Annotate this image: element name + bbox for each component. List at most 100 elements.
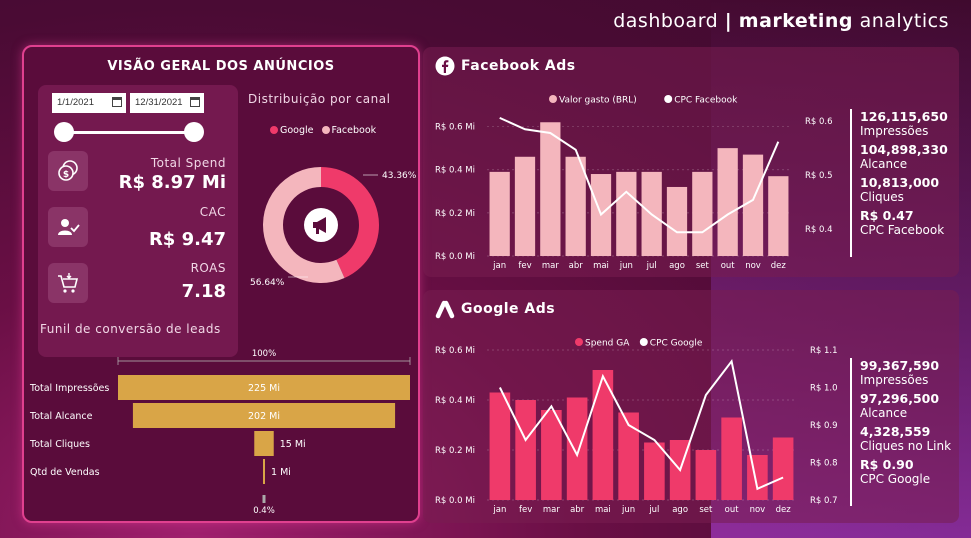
y-tick-label-right: R$ 0.9 <box>810 421 838 431</box>
facebook-title: Facebook Ads <box>461 58 576 74</box>
bar[interactable] <box>717 148 738 256</box>
stat-cpc-label: CPC Google <box>860 472 931 486</box>
stat-reach-label: Alcance <box>860 157 908 171</box>
megaphone-icon <box>304 208 338 242</box>
y-tick-label-right: R$ 0.4 <box>805 225 833 235</box>
calendar-icon[interactable] <box>190 97 200 107</box>
google-chart: Spend GA CPC Google R$ 0.0 Mi R$ 0.2 Mi R$ 0… <box>435 338 838 515</box>
kpi-value-roas: 7.18 <box>181 281 226 302</box>
donut-slice-facebook[interactable] <box>262 167 345 283</box>
stat-impressions-label: Impressões <box>860 373 929 387</box>
facebook-chart: Valor gasto (BRL) CPC Facebook R$ 0.0 Mi R$… <box>435 95 833 271</box>
donut-slice-google[interactable] <box>321 167 379 279</box>
legend-label: Valor gasto (BRL) <box>559 96 637 106</box>
funnel-bar[interactable] <box>254 431 274 456</box>
donut-title: Distribuição por canal <box>248 92 391 106</box>
stat-clicks-label: Cliques no Link <box>860 439 952 453</box>
stat-reach-value: 104,898,330 <box>860 142 948 157</box>
funnel-top-pct: 100% <box>252 349 276 359</box>
bar[interactable] <box>768 176 789 256</box>
bar[interactable] <box>644 442 665 501</box>
bar[interactable] <box>541 410 562 500</box>
funnel-bar[interactable] <box>132 403 396 428</box>
y-tick-label-left: R$ 0.0 Mi <box>435 252 475 262</box>
bar[interactable] <box>565 156 586 256</box>
date-start-input[interactable]: 1/1/2021 <box>52 93 126 113</box>
overview-title: VISÃO GERAL DOS ANÚNCIOS <box>107 59 335 74</box>
page-title: dashboard | marketing analytics <box>613 10 949 32</box>
bar[interactable] <box>592 370 614 500</box>
date-range-slider[interactable] <box>63 131 191 134</box>
funnel-bar[interactable] <box>118 375 410 400</box>
user-check-icon <box>48 207 88 247</box>
x-tick-label: set <box>696 261 710 271</box>
bar[interactable] <box>747 455 768 500</box>
kpi-label-cac: CAC <box>199 205 226 219</box>
facebook-icon <box>435 56 455 76</box>
bar[interactable] <box>666 186 688 256</box>
bar[interactable] <box>692 171 713 256</box>
title-prefix: dashboard <box>613 10 719 32</box>
svg-text:$: $ <box>63 170 69 180</box>
x-tick-label: jan <box>492 505 506 515</box>
y-tick-label-left: R$ 0.6 Mi <box>435 123 475 133</box>
bar[interactable] <box>772 437 794 501</box>
funnel-bar[interactable] <box>263 459 265 484</box>
stat-divider <box>850 109 852 257</box>
funnel-label: Total Cliques <box>29 439 90 450</box>
slider-start-handle[interactable] <box>54 122 74 142</box>
funnel-bottom-pct: 0.4% <box>253 506 275 516</box>
google-ads-card: Google Ads Spend GA CPC Google R$ 0.0 Mi R$… <box>423 290 959 523</box>
bar[interactable] <box>514 156 536 256</box>
bar[interactable] <box>515 400 536 500</box>
date-end-input[interactable]: 12/31/2021 <box>130 93 204 113</box>
date-end-value: 12/31/2021 <box>135 97 183 108</box>
funnel-value: 225 Mi <box>248 383 280 394</box>
title-bold: marketing <box>738 10 854 32</box>
bar[interactable] <box>540 122 561 256</box>
x-tick-label: jul <box>648 505 659 515</box>
stat-reach-label: Alcance <box>860 406 908 420</box>
x-tick-label: dez <box>771 261 787 271</box>
kpi-label-spend: Total Spend <box>150 156 226 170</box>
cpc-line[interactable] <box>499 358 784 491</box>
donut-label-google: 43.36% <box>382 171 416 181</box>
bar[interactable] <box>566 397 588 501</box>
facebook-ads-card: Facebook Ads Valor gasto (BRL) CPC Facebo… <box>423 47 959 277</box>
x-tick-label: jan <box>492 261 506 271</box>
x-tick-label: mar <box>543 505 560 515</box>
bar[interactable] <box>721 417 742 501</box>
bar[interactable] <box>742 154 764 256</box>
legend-dot <box>270 126 278 134</box>
channel-donut-chart: 43.36% 56.64% <box>250 167 416 288</box>
bar[interactable] <box>489 392 511 501</box>
bar[interactable] <box>489 171 510 256</box>
y-tick-label-left: R$ 0.2 Mi <box>435 446 475 456</box>
legend-item-facebook[interactable]: Facebook <box>321 125 376 136</box>
legend-dot <box>664 95 673 103</box>
stat-clicks-value: 4,328,559 <box>860 424 931 439</box>
legend-dot <box>639 338 648 346</box>
stat-cpc-value: R$ 0.47 <box>860 208 914 223</box>
cpc-line[interactable] <box>499 116 780 234</box>
x-tick-label: out <box>725 505 740 515</box>
x-tick-label: abr <box>570 505 585 515</box>
y-tick-label-right: R$ 0.5 <box>805 171 833 181</box>
x-tick-label: out <box>721 261 736 271</box>
y-tick-label-right: R$ 1.1 <box>810 346 838 356</box>
bar[interactable] <box>618 412 639 501</box>
y-tick-label-left: R$ 0.4 Mi <box>435 396 475 406</box>
bar[interactable] <box>616 171 637 256</box>
calendar-icon[interactable] <box>112 97 122 107</box>
google-title: Google Ads <box>461 301 556 317</box>
overview-panel: VISÃO GERAL DOS ANÚNCIOS 1/1/2021 12/31/… <box>22 45 420 523</box>
funnel-value: 15 Mi <box>280 439 306 450</box>
kpi-label-roas: ROAS <box>190 261 226 275</box>
stat-divider <box>850 358 852 506</box>
y-tick-label-right: R$ 0.6 <box>805 117 833 127</box>
slider-end-handle[interactable] <box>184 122 204 142</box>
x-tick-label: ago <box>669 261 685 271</box>
donut-label-facebook: 56.64% <box>250 278 285 288</box>
legend-item-google[interactable]: Google <box>270 125 314 136</box>
bar[interactable] <box>695 450 717 500</box>
